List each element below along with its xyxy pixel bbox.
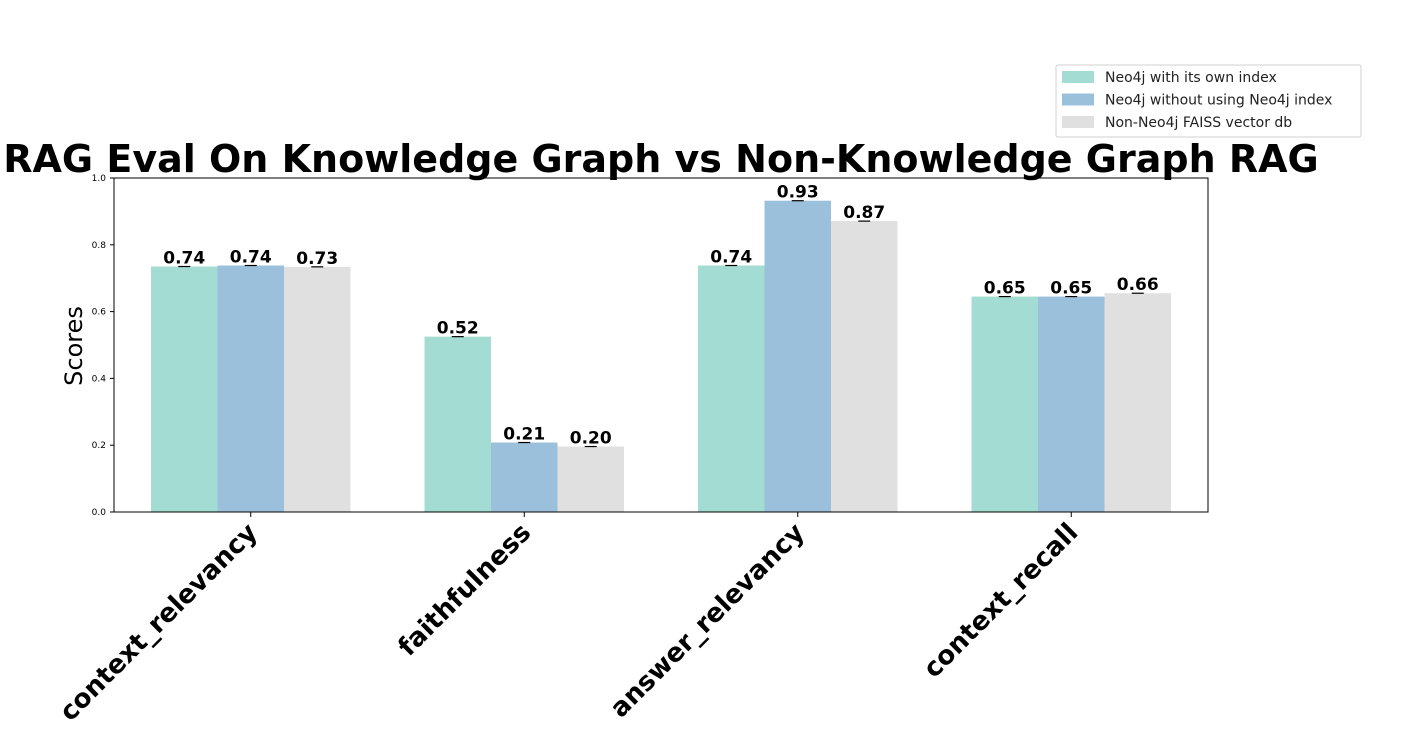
bar-answer_relevancy-series-3 bbox=[831, 221, 898, 512]
chart-title: RAG Eval On Knowledge Graph vs Non-Knowl… bbox=[3, 137, 1318, 181]
data-label: 0.93 bbox=[777, 183, 819, 203]
data-label: 0.74 bbox=[710, 248, 752, 268]
data-label: 0.73 bbox=[296, 249, 338, 269]
legend: Neo4j with its own index Neo4j without us… bbox=[1055, 64, 1362, 138]
legend-box bbox=[1055, 64, 1362, 138]
x-tick-label-context_recall: context_recall bbox=[918, 518, 1084, 684]
legend-label-1: Neo4j with its own index bbox=[1105, 70, 1277, 86]
y-tick-label: 0.0 bbox=[92, 508, 107, 518]
y-axis-label: Scores bbox=[60, 306, 88, 386]
y-tick-label: 1.0 bbox=[92, 174, 107, 184]
plot-frame bbox=[113, 177, 1209, 513]
bar-context_relevancy-series-1 bbox=[151, 266, 218, 512]
x-tick-label-answer_relevancy: answer_relevancy bbox=[605, 518, 811, 724]
data-label: 0.74 bbox=[230, 248, 272, 268]
legend-swatch-1 bbox=[1062, 71, 1094, 83]
data-label: 0.74 bbox=[163, 249, 205, 269]
data-label: 0.65 bbox=[1050, 279, 1092, 299]
legend-swatch-2 bbox=[1062, 93, 1094, 106]
x-tick-label-context_relevancy: context_relevancy bbox=[54, 518, 264, 728]
x-tick-label-faithfulness: faithfulness bbox=[393, 518, 538, 663]
bar-context_recall-series-1 bbox=[971, 296, 1038, 512]
plot-area: 0.74 0.74 0.73 context_relevancy 0.52 0.21 0.2… bbox=[54, 174, 1209, 728]
data-label: 0.65 bbox=[984, 279, 1026, 299]
y-tick-label: 0.8 bbox=[92, 241, 107, 251]
bar-context_recall-series-2 bbox=[1038, 296, 1105, 512]
legend-swatch-3 bbox=[1062, 116, 1094, 128]
y-tick-label: 0.4 bbox=[92, 374, 107, 384]
bar-answer_relevancy-series-2 bbox=[764, 200, 831, 512]
data-label: 0.21 bbox=[503, 425, 545, 445]
data-label: 0.20 bbox=[570, 429, 612, 449]
bar-answer_relevancy-series-1 bbox=[698, 265, 765, 512]
bar-context_relevancy-series-3 bbox=[284, 266, 351, 512]
bar-faithfulness-series-2 bbox=[491, 442, 558, 512]
legend-label-3: Non-Neo4j FAISS vector db bbox=[1105, 115, 1292, 131]
bar-faithfulness-series-3 bbox=[557, 446, 624, 512]
legend-label-2: Neo4j without using Neo4j index bbox=[1105, 93, 1332, 109]
bar-faithfulness-series-1 bbox=[424, 336, 491, 512]
y-tick-label: 0.2 bbox=[92, 441, 106, 451]
y-tick-label: 0.6 bbox=[92, 308, 107, 318]
data-label: 0.66 bbox=[1117, 275, 1159, 295]
bar-context_relevancy-series-2 bbox=[217, 265, 284, 512]
bar-context_recall-series-3 bbox=[1104, 293, 1171, 512]
data-label: 0.87 bbox=[843, 203, 885, 223]
data-label: 0.52 bbox=[437, 319, 479, 339]
